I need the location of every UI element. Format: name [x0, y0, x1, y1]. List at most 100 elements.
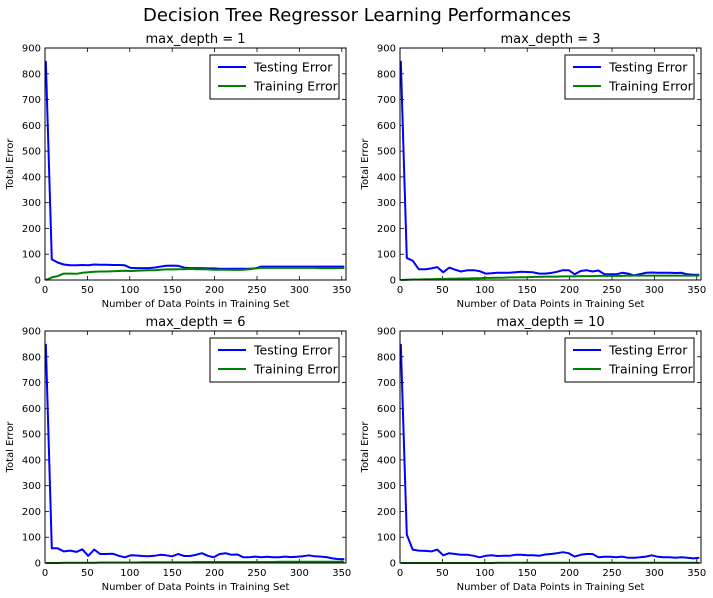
subplot-4: max_depth = 10 0 50 100 150 200 250 300 350 0 100 2…	[360, 315, 706, 593]
y-tick-label: 100	[377, 250, 396, 261]
testing-error-line	[399, 343, 700, 560]
subplot-grid: max_depth = 10 50 100 150 200 250 300 350010020…	[5, 32, 706, 593]
y-tick-label: 0	[390, 276, 396, 287]
x-tick-label: 250	[247, 568, 266, 579]
x-axis-label: Number of Data Points in Training Set	[102, 299, 290, 310]
x-tick-label: 300	[645, 285, 664, 296]
legend: Testing Error Training Error	[209, 337, 340, 383]
legend-label: Testing Error	[253, 343, 333, 358]
x-tick-label: 350	[332, 285, 351, 296]
testing-error-line	[44, 343, 345, 561]
subplot-title: max_depth = 1	[145, 32, 245, 47]
testing-error-line	[44, 60, 345, 270]
x-tick-label: 350	[687, 285, 706, 296]
y-tick-label: 800	[377, 352, 396, 363]
x-tick-label: 200	[205, 568, 224, 579]
y-tick-label: 500	[22, 430, 41, 441]
figure-title: Decision Tree Regressor Learning Perform…	[143, 5, 571, 26]
y-tick-label: 400	[377, 172, 396, 183]
subplot-1: max_depth = 1 0 50 100 150 200 250 300 350 0 100 20…	[5, 32, 351, 310]
x-tick-label: 50	[81, 568, 94, 579]
y-tick-label: 700	[22, 95, 41, 106]
training-error-line	[45, 266, 345, 281]
y-tick-label: 900	[377, 327, 396, 338]
x-tick-label: 0	[42, 568, 48, 579]
y-tick-label: 600	[22, 121, 41, 132]
x-tick-label: 100	[120, 285, 139, 296]
x-tick-label: 50	[436, 285, 449, 296]
legend-box	[564, 337, 695, 383]
y-tick-label: 200	[22, 224, 41, 235]
y-tick-label: 500	[377, 430, 396, 441]
y-tick-label: 100	[22, 533, 41, 544]
legend: Testing Error Training Error	[209, 54, 340, 100]
y-tick-label: 700	[377, 378, 396, 389]
plot-frame	[44, 47, 347, 281]
x-tick-label: 100	[475, 285, 494, 296]
y-tick-label: 0	[35, 276, 41, 287]
y-tick-label: 300	[377, 481, 396, 492]
y-tick-label: 600	[377, 404, 396, 415]
y-tick-label: 300	[377, 198, 396, 209]
y-tick-label: 300	[22, 481, 41, 492]
subplot-3: max_depth = 6 0 50 100 150 200 250 300 350 0 100 20…	[5, 315, 351, 593]
subplot-title: max_depth = 10	[496, 315, 604, 330]
legend-label: Training Error	[253, 79, 339, 94]
legend-box	[209, 54, 340, 100]
y-tick-label: 900	[22, 327, 41, 338]
y-tick-label: 100	[22, 250, 41, 261]
plot-frame	[399, 47, 702, 281]
x-tick-label: 150	[518, 568, 537, 579]
y-tick-label: 200	[377, 507, 396, 518]
plot-frame	[44, 330, 347, 564]
x-tick-label: 200	[560, 285, 579, 296]
x-tick-label: 0	[397, 285, 403, 296]
legend: Testing Error Training Error	[564, 54, 695, 100]
x-tick-label: 0	[397, 568, 403, 579]
x-tick-label: 250	[602, 568, 621, 579]
x-axis-label: Number of Data Points in Training Set	[102, 582, 290, 593]
y-tick-label: 500	[377, 147, 396, 158]
y-tick-label: 200	[22, 507, 41, 518]
x-tick-label: 150	[163, 285, 182, 296]
x-tick-label: 100	[120, 568, 139, 579]
x-axis-label: Number of Data Points in Training Set	[457, 582, 645, 593]
x-tick-label: 200	[560, 568, 579, 579]
training-error-line	[400, 274, 700, 281]
y-tick-label: 800	[22, 69, 41, 80]
y-tick-label: 400	[22, 172, 41, 183]
x-tick-label: 0	[42, 285, 48, 296]
y-axis-label: Total Error	[360, 138, 371, 191]
subplot-2: max_depth = 3 0 50 100 150 200 250 300 350 0 100 20…	[360, 32, 706, 310]
x-axis-label: Number of Data Points in Training Set	[457, 299, 645, 310]
legend-label: Testing Error	[253, 60, 333, 75]
legend: Testing Error Training Error	[564, 337, 695, 383]
y-axis-label: Total Error	[5, 421, 16, 474]
x-tick-label: 300	[645, 568, 664, 579]
x-tick-label: 250	[602, 285, 621, 296]
x-tick-label: 300	[290, 285, 309, 296]
y-tick-label: 800	[22, 352, 41, 363]
plot-frame	[399, 330, 702, 564]
x-tick-label: 150	[518, 285, 537, 296]
y-axis-label: Total Error	[360, 421, 371, 474]
y-tick-label: 600	[22, 404, 41, 415]
x-tick-label: 150	[163, 568, 182, 579]
subplot-title: max_depth = 3	[500, 32, 600, 47]
legend-label: Testing Error	[608, 343, 688, 358]
y-axis-label: Total Error	[5, 138, 16, 191]
y-tick-label: 400	[377, 455, 396, 466]
y-tick-label: 700	[22, 378, 41, 389]
x-tick-label: 300	[290, 568, 309, 579]
legend-label: Training Error	[253, 362, 339, 377]
x-tick-label: 50	[436, 568, 449, 579]
subplot-title: max_depth = 6	[145, 315, 245, 330]
y-tick-label: 900	[377, 44, 396, 55]
y-tick-label: 900	[22, 44, 41, 55]
y-tick-label: 400	[22, 455, 41, 466]
y-tick-label: 200	[377, 224, 396, 235]
legend-box	[209, 337, 340, 383]
x-tick-label: 200	[205, 285, 224, 296]
y-tick-label: 300	[22, 198, 41, 209]
